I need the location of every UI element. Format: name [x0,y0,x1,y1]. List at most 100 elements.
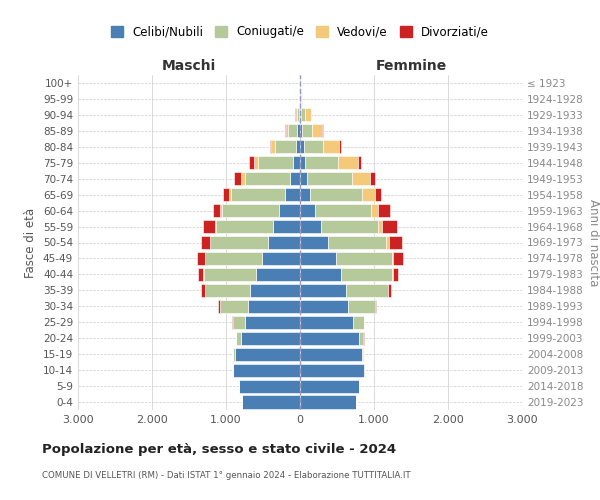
Bar [248,156,254,170]
Bar [286,124,288,138]
Bar [231,188,285,201]
Bar [300,316,353,329]
Bar [300,252,335,265]
Bar [198,268,203,281]
Bar [296,140,300,153]
Bar [353,316,364,329]
Bar [241,172,245,185]
Bar [293,156,300,170]
Bar [204,268,256,281]
Bar [302,124,312,138]
Bar [300,92,301,106]
Bar [392,268,398,281]
Bar [305,156,338,170]
Bar [300,332,359,345]
Bar [212,204,220,217]
Bar [300,268,341,281]
Bar [300,108,301,122]
Bar [341,268,392,281]
Bar [362,188,376,201]
Bar [375,300,376,313]
Bar [298,124,300,138]
Bar [233,348,235,360]
Bar [275,140,296,153]
Bar [232,316,233,329]
Y-axis label: Anni di nascita: Anni di nascita [587,199,600,286]
Bar [242,396,300,408]
Bar [300,220,321,233]
Bar [229,188,231,201]
Bar [305,108,311,122]
Bar [223,188,229,201]
Bar [299,108,300,122]
Bar [274,220,300,233]
Bar [339,140,341,153]
Bar [312,124,322,138]
Bar [290,172,300,185]
Legend: Celibi/Nubili, Coniugati/e, Vedovi/e, Divorziati/e: Celibi/Nubili, Coniugati/e, Vedovi/e, Di… [106,20,494,43]
Bar [205,252,262,265]
Bar [382,220,397,233]
Bar [218,300,220,313]
Bar [205,284,250,297]
Bar [301,92,302,106]
Bar [321,220,378,233]
Bar [239,380,300,392]
Bar [236,332,241,345]
Bar [202,284,205,297]
Bar [335,252,392,265]
Bar [392,252,393,265]
Bar [288,124,298,138]
Bar [388,284,391,297]
Bar [328,236,386,249]
Bar [300,380,359,392]
Bar [304,140,323,153]
Bar [248,300,300,313]
Bar [378,220,382,233]
Bar [245,172,290,185]
Bar [254,156,258,170]
Bar [300,156,305,170]
Bar [301,108,305,122]
Bar [300,396,356,408]
Bar [376,188,382,201]
Bar [371,204,379,217]
Bar [203,220,215,233]
Bar [300,348,362,360]
Bar [346,284,388,297]
Bar [245,316,300,329]
Bar [234,172,241,185]
Bar [322,124,323,138]
Bar [262,252,300,265]
Bar [352,172,370,185]
Bar [358,156,361,170]
Bar [258,156,293,170]
Bar [210,236,211,249]
Bar [279,204,300,217]
Bar [389,236,402,249]
Bar [220,204,221,217]
Bar [379,204,390,217]
Bar [201,236,210,249]
Bar [256,268,300,281]
Bar [220,300,248,313]
Bar [300,188,310,201]
Y-axis label: Fasce di età: Fasce di età [25,208,37,278]
Text: Popolazione per età, sesso e stato civile - 2024: Popolazione per età, sesso e stato civil… [42,442,396,456]
Bar [300,172,307,185]
Bar [296,108,299,122]
Bar [285,188,300,201]
Bar [241,332,300,345]
Bar [233,364,300,376]
Bar [300,284,346,297]
Bar [300,204,315,217]
Bar [323,140,339,153]
Bar [300,236,328,249]
Text: Femmine: Femmine [376,58,446,72]
Text: COMUNE DI VELLETRI (RM) - Dati ISTAT 1° gennaio 2024 - Elaborazione TUTTITALIA.I: COMUNE DI VELLETRI (RM) - Dati ISTAT 1° … [42,472,410,480]
Bar [197,252,205,265]
Bar [310,188,362,201]
Bar [362,348,364,360]
Bar [370,172,376,185]
Bar [221,204,279,217]
